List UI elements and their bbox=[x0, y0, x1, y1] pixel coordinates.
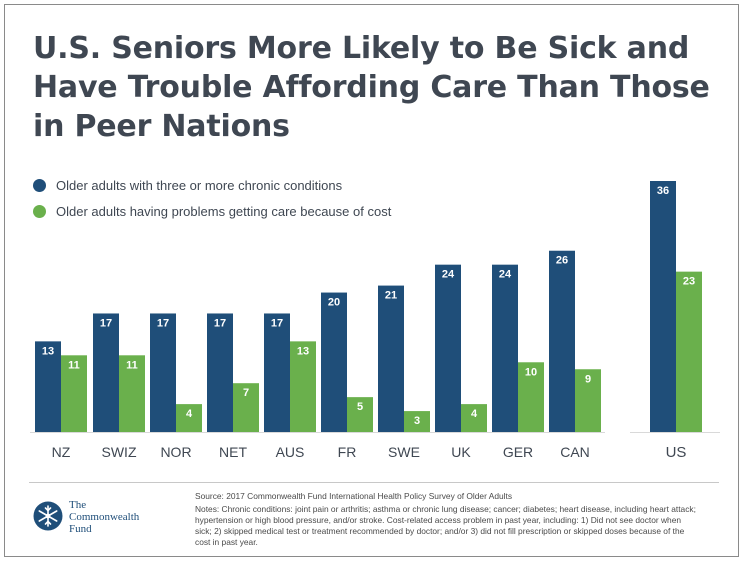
data-label: 26 bbox=[556, 255, 568, 267]
data-label: 23 bbox=[683, 276, 695, 288]
data-label: 17 bbox=[157, 317, 169, 329]
bar-can-series-2 bbox=[575, 369, 601, 432]
bar-nor-series-1 bbox=[150, 313, 176, 432]
category-label: NOR bbox=[160, 444, 191, 460]
bar-can-series-1 bbox=[549, 250, 575, 432]
data-label: 4 bbox=[186, 408, 193, 420]
data-label: 3 bbox=[414, 415, 420, 427]
bar-us-series-2 bbox=[676, 271, 702, 432]
bar-swe-series-1 bbox=[378, 285, 404, 432]
legend-swatch-green bbox=[33, 204, 46, 218]
bar-uk-series-1 bbox=[435, 264, 461, 432]
category-label: US bbox=[666, 444, 687, 461]
category-label: CAN bbox=[560, 444, 590, 460]
bar-nz-series-2 bbox=[61, 355, 87, 432]
data-label: 7 bbox=[243, 387, 249, 399]
data-label: 24 bbox=[442, 269, 455, 281]
bar-nor-series-2 bbox=[176, 404, 202, 432]
category-label: GER bbox=[503, 444, 533, 460]
chart-title-line: U.S. Seniors More Likely to Be Sick and bbox=[33, 31, 690, 66]
logo-wordmark-line: Fund bbox=[69, 523, 92, 535]
data-label: 17 bbox=[271, 317, 283, 329]
data-label: 11 bbox=[68, 359, 80, 371]
data-label: 11 bbox=[126, 359, 138, 371]
chart-frame: U.S. Seniors More Likely to Be Sick and … bbox=[4, 4, 739, 557]
category-label: SWIZ bbox=[102, 444, 137, 460]
bar-ger-series-2 bbox=[518, 362, 544, 432]
data-label: 36 bbox=[657, 185, 669, 197]
bar-swe-series-2 bbox=[404, 411, 430, 432]
bar-swiz-series-1 bbox=[93, 313, 119, 432]
logo-wordmark-line: The bbox=[69, 499, 87, 511]
category-label: AUS bbox=[276, 444, 305, 460]
chart-title-line: Have Trouble Affording Care Than Those bbox=[33, 70, 710, 105]
data-label: 21 bbox=[385, 290, 397, 302]
legend-swatch-blue bbox=[33, 178, 46, 192]
data-label: 20 bbox=[328, 297, 340, 309]
chart-title: U.S. Seniors More Likely to Be Sick and … bbox=[33, 29, 723, 146]
bar-aus-series-2 bbox=[290, 341, 316, 432]
commonwealth-fund-logo: The Commonwealth Fund bbox=[33, 499, 173, 539]
legend-label: Older adults with three or more chronic … bbox=[56, 177, 343, 193]
category-label: FR bbox=[338, 444, 357, 460]
data-label: 5 bbox=[357, 401, 363, 413]
legend-item-cost-problems: Older adults having problems getting car… bbox=[33, 198, 391, 224]
data-label: 13 bbox=[297, 345, 309, 357]
bar-net-series-1 bbox=[207, 313, 233, 432]
bar-aus-series-1 bbox=[264, 313, 290, 432]
category-label: UK bbox=[451, 444, 471, 460]
legend-item-chronic-conditions: Older adults with three or more chronic … bbox=[33, 172, 391, 198]
notes-line: sick; 2) skipped medical test or treatme… bbox=[195, 526, 685, 536]
snowflake-seal-icon bbox=[33, 501, 63, 531]
source-note: Source: 2017 Commonwealth Fund Internati… bbox=[195, 491, 513, 501]
data-label: 10 bbox=[525, 366, 537, 378]
data-label: 17 bbox=[100, 317, 112, 329]
notes: Notes: Chronic conditions: joint pain or… bbox=[195, 504, 720, 548]
chart-title-line: in Peer Nations bbox=[33, 109, 290, 144]
notes-line: cost in past year. bbox=[195, 537, 258, 547]
data-label: 4 bbox=[471, 408, 478, 420]
bar-chart: 13 11 NZ 17 11 SWIZ 17 4 NOR 17 7 NET 17 13 AUS 20 5 FR 21… bbox=[30, 181, 720, 461]
notes-line: Notes: Chronic conditions: joint pain or… bbox=[195, 504, 696, 514]
notes-line: hypertension or high blood pressure, and… bbox=[195, 515, 682, 525]
bar-uk-series-2 bbox=[461, 404, 487, 432]
category-label: SWE bbox=[388, 444, 420, 460]
bar-net-series-2 bbox=[233, 383, 259, 432]
bar-fr-series-1 bbox=[321, 292, 347, 432]
category-label: NZ bbox=[52, 444, 71, 460]
logo-wordmark-line: Commonwealth bbox=[69, 511, 140, 523]
bar-nz-series-1 bbox=[35, 341, 61, 432]
legend-label: Older adults having problems getting car… bbox=[56, 203, 392, 219]
bar-ger-series-1 bbox=[492, 264, 518, 432]
bar-fr-series-2 bbox=[347, 397, 373, 432]
legend: Older adults with three or more chronic … bbox=[33, 172, 391, 224]
category-label: NET bbox=[219, 444, 247, 460]
data-label: 17 bbox=[214, 317, 226, 329]
data-label: 13 bbox=[42, 345, 54, 357]
data-label: 24 bbox=[499, 269, 512, 281]
bar-us-series-1 bbox=[650, 181, 676, 432]
footer-divider bbox=[29, 482, 719, 483]
logo-wordmark: The Commonwealth Fund bbox=[69, 499, 139, 535]
bar-swiz-series-2 bbox=[119, 355, 145, 432]
data-label: 9 bbox=[585, 373, 591, 385]
